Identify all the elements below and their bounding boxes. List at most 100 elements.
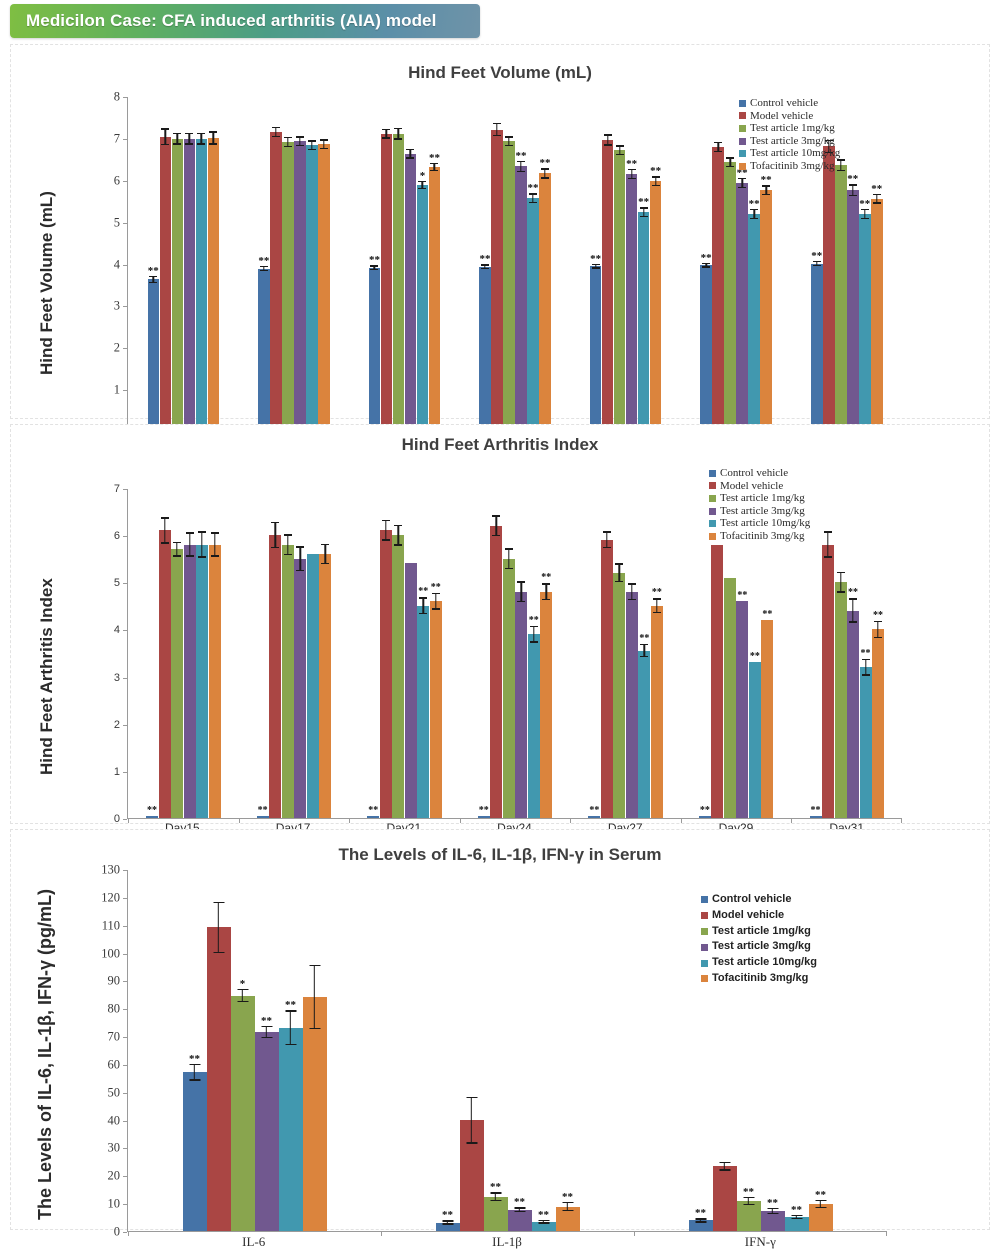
bar[interactable]: ** [871,183,883,431]
bar[interactable]: ** [736,591,749,818]
bar[interactable] [195,132,208,431]
bar[interactable]: ** [700,252,712,431]
legend-item[interactable]: Control vehicle [739,97,840,110]
bar[interactable] [306,554,319,818]
bar[interactable]: ** [847,174,859,431]
bar[interactable] [625,583,638,818]
bar[interactable] [392,524,405,818]
bar[interactable] [491,122,503,431]
bar[interactable]: ** [649,166,662,431]
bar[interactable] [379,520,392,818]
bar[interactable]: ** [256,805,269,818]
bar[interactable] [319,543,332,818]
bar[interactable] [712,142,724,431]
bar[interactable]: ** [367,805,380,818]
bar[interactable]: ** [736,168,748,431]
bar[interactable] [294,136,306,431]
bar[interactable]: ** [688,1208,713,1231]
bar[interactable] [269,521,282,818]
bar[interactable]: ** [483,1182,508,1231]
bar[interactable] [270,127,282,431]
bar[interactable] [724,157,736,431]
bar[interactable]: ** [428,153,441,431]
bar[interactable]: ** [859,199,871,431]
bar[interactable] [822,531,834,818]
legend-item[interactable]: Test article 3mg/kg [701,939,817,955]
legend-item[interactable]: Control vehicle [701,892,817,908]
bar[interactable]: ** [625,158,638,431]
bar[interactable]: ** [698,805,711,818]
bar[interactable]: ** [540,573,553,818]
bar[interactable] [712,1161,737,1231]
legend-item[interactable]: Test article 3mg/kg [739,135,840,148]
bar[interactable]: ** [809,805,822,818]
bar[interactable]: ** [872,610,884,818]
bar[interactable]: ** [507,1197,532,1231]
bar[interactable] [503,136,515,431]
bar[interactable]: ** [748,652,761,818]
bar[interactable]: ** [637,197,650,431]
bar[interactable] [294,546,307,818]
legend-item[interactable]: Tofacitinib 3mg/kg [701,971,817,987]
bar[interactable]: ** [368,255,381,431]
bar[interactable]: ** [638,634,651,818]
bar[interactable] [159,128,172,431]
bar[interactable] [515,581,528,818]
bar[interactable] [404,563,417,818]
bar[interactable]: ** [588,805,601,818]
bar[interactable]: ** [254,1015,279,1231]
bar[interactable] [502,548,515,818]
legend-item[interactable]: Control vehicle [709,467,810,480]
bar[interactable] [835,159,847,431]
bar[interactable] [196,531,209,818]
bar[interactable] [490,515,503,818]
legend-item[interactable]: Tofacitinib 3mg/kg [739,160,840,173]
bar[interactable]: * [230,979,255,1231]
legend-item[interactable]: Test article 1mg/kg [739,122,840,135]
bar[interactable]: ** [748,199,760,431]
bar[interactable]: ** [515,150,527,431]
legend-item[interactable]: Test article 10mg/kg [701,955,817,971]
bar[interactable]: ** [847,588,859,818]
legend-item[interactable]: Test article 1mg/kg [701,924,817,940]
bar[interactable] [723,577,736,818]
bar[interactable] [206,901,231,1231]
bar[interactable]: ** [258,256,270,431]
bar[interactable] [380,128,393,431]
bar[interactable] [613,563,626,818]
legend-item[interactable]: Test article 1mg/kg [709,492,810,505]
bar[interactable] [158,517,171,818]
bar[interactable] [711,544,724,818]
legend-item[interactable]: Test article 10mg/kg [709,517,810,530]
legend-item[interactable]: Test article 3mg/kg [709,505,810,518]
bar[interactable] [392,127,405,431]
bar[interactable]: ** [760,175,772,431]
bar[interactable]: ** [555,1192,580,1231]
bar[interactable]: ** [760,1197,785,1231]
bar[interactable]: ** [479,254,491,431]
bar[interactable] [183,132,196,431]
bar[interactable] [302,964,327,1231]
bar[interactable]: ** [784,1204,809,1231]
bar[interactable] [600,531,613,818]
bar[interactable] [306,140,318,431]
bar[interactable]: * [416,170,429,431]
bar[interactable] [823,139,835,431]
bar[interactable]: ** [429,582,442,818]
bar[interactable] [207,131,220,431]
legend-item[interactable]: Model vehicle [739,110,840,123]
bar[interactable]: ** [146,805,159,818]
bar[interactable] [281,534,294,818]
bar[interactable] [171,132,184,431]
bar[interactable]: ** [736,1187,761,1231]
legend-item[interactable]: Model vehicle [701,908,817,924]
bar[interactable]: ** [147,265,160,431]
bar[interactable] [282,137,294,431]
bar[interactable]: ** [859,648,872,818]
bar[interactable] [601,134,614,431]
bar[interactable]: ** [417,587,430,818]
bar[interactable] [404,148,417,431]
legend-item[interactable]: Test article 10mg/kg [739,147,840,160]
bar[interactable]: ** [589,253,602,431]
bar[interactable] [613,145,626,431]
